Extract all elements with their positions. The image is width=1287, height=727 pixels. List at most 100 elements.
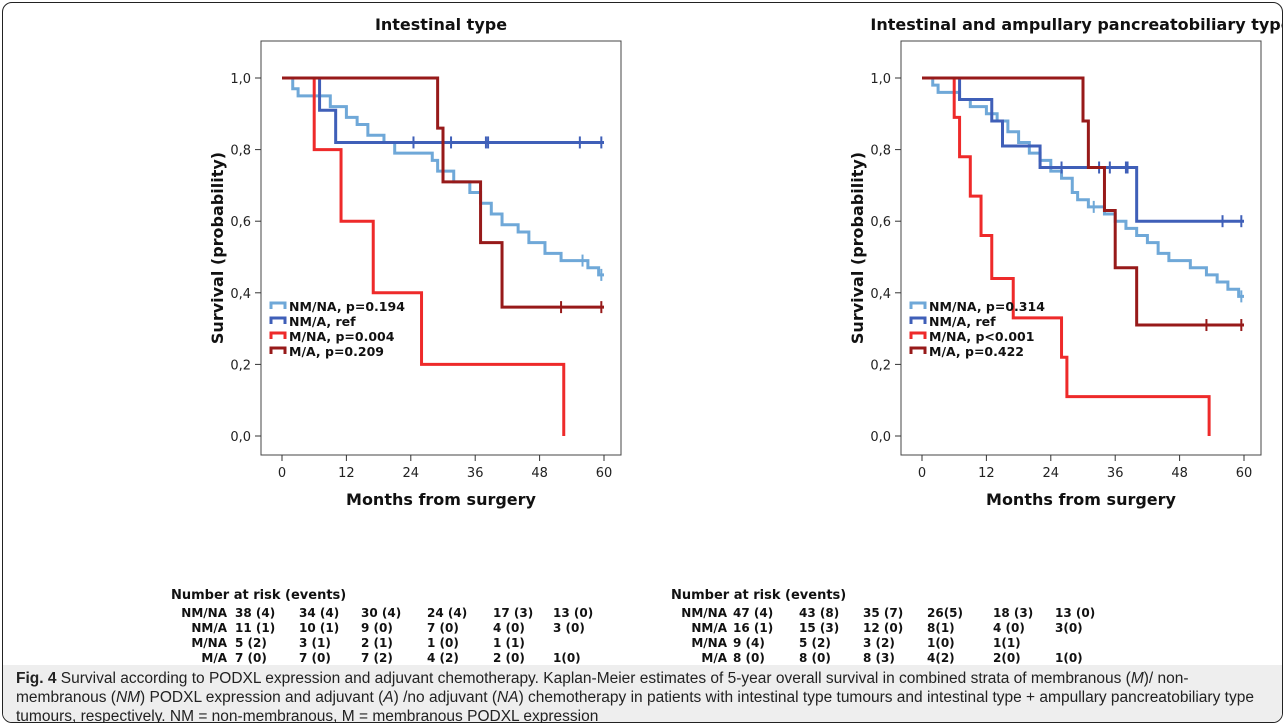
figure-caption: Fig. 4 Survival according to PODXL expre…	[3, 665, 1282, 723]
risk-table-intestinal: Number at risk (events) NM/NA 38 (4) 34 (4)…	[171, 588, 631, 666]
y-axis-label: Survival (probability)	[208, 152, 227, 344]
y-tick-label: 0,4	[870, 287, 891, 302]
figure-label: Fig. 4	[16, 670, 57, 687]
risk-cell: 8 (0)	[733, 651, 765, 665]
risk-row-label: NM/NA	[181, 606, 227, 620]
risk-cell: 1(0)	[553, 651, 581, 665]
risk-cell: 34 (4)	[299, 606, 340, 620]
risk-row-label: M/A	[701, 651, 727, 665]
y-tick-label: 0,2	[230, 358, 251, 373]
risk-cell: 9 (4)	[733, 636, 765, 650]
km-curve-m-a	[282, 76, 604, 309]
risk-row-label: NM/A	[191, 621, 227, 635]
chart-title: Intestinal and ampullary pancreatobiliar…	[870, 15, 1283, 34]
risk-table-intestinal-ampullary: Number at risk (events) NM/NA 47 (4) 43 (8)…	[671, 588, 1131, 666]
x-tick-label: 0	[278, 466, 286, 481]
km-curve-m-na	[922, 76, 1211, 436]
risk-cell: 5 (2)	[235, 636, 267, 650]
risk-cell: 8 (0)	[799, 651, 831, 665]
risk-cell: 3 (2)	[863, 636, 895, 650]
risk-cell: 1 (1)	[493, 636, 525, 650]
risk-cell: 8(1)	[927, 621, 955, 635]
risk-cell: 2 (1)	[361, 636, 393, 650]
legend-label: M/A, p=0.422	[929, 344, 1024, 359]
y-tick-label: 0,6	[870, 215, 891, 230]
risk-cell: 5 (2)	[799, 636, 831, 650]
x-tick-label: 12	[978, 466, 995, 481]
y-tick-label: 1,0	[230, 72, 251, 87]
risk-row: NM/NA 38 (4) 34 (4) 30 (4) 24 (4) 17 (3) 13 (0…	[171, 606, 631, 621]
risk-row: M/NA 9 (4) 5 (2) 3 (2) 1(0) 1(1)	[671, 636, 1131, 651]
legend-swatch	[269, 316, 287, 324]
x-axis-label: Months from surgery	[986, 490, 1177, 509]
legend-swatch	[909, 346, 927, 354]
risk-row-label: NM/A	[691, 621, 727, 635]
risk-cell: 15 (3)	[799, 621, 840, 635]
risk-cell: 4 (0)	[993, 621, 1025, 635]
risk-cell: 4 (2)	[427, 651, 459, 665]
legend-label: M/NA, p<0.001	[929, 329, 1034, 344]
caption-part: ) /no adjuvant (	[393, 689, 498, 706]
km-chart-intestinal: Intestinal type 0,0 0,2 0,4 0,6 0,8 1,0 0 12 24 36…	[208, 15, 622, 509]
caption-part: M	[1130, 670, 1144, 687]
risk-cell: 1 (0)	[427, 636, 459, 650]
risk-cell: 7 (0)	[427, 621, 459, 635]
risk-row-label: NM/NA	[681, 606, 727, 620]
risk-cell: 2(0)	[993, 651, 1021, 665]
risk-row: M/A 8 (0) 8 (0) 8 (3) 4(2) 2(0) 1(0)	[671, 651, 1131, 666]
x-tick-label: 36	[467, 466, 484, 481]
x-tick-label: 60	[596, 466, 613, 481]
y-axis-label: Survival (probability)	[848, 152, 867, 344]
y-tick-label: 0,4	[230, 287, 251, 302]
risk-row-label: M/NA	[191, 636, 227, 650]
y-tick-label: 0,0	[230, 430, 251, 445]
legend-label: M/A, p=0.209	[289, 344, 384, 359]
legend-swatch	[909, 331, 927, 339]
x-tick-label: 24	[1043, 466, 1060, 481]
risk-cell: 26(5)	[927, 606, 964, 620]
risk-cell: 3 (0)	[553, 621, 585, 635]
risk-cell: 7 (0)	[235, 651, 267, 665]
risk-cell: 13 (0)	[1055, 606, 1096, 620]
risk-row-label: M/A	[201, 651, 227, 665]
caption-part: ) PODXL expression and adjuvant (	[140, 689, 384, 706]
risk-cell: 1(1)	[993, 636, 1021, 650]
x-tick-label: 36	[1107, 466, 1124, 481]
y-tick-label: 0,8	[230, 144, 251, 159]
risk-cell: 4(2)	[927, 651, 955, 665]
risk-row: M/NA 5 (2) 3 (1) 2 (1) 1 (0) 1 (1)	[171, 636, 631, 651]
km-chart-intestinal-ampullary: Intestinal and ampullary pancreatobiliar…	[848, 15, 1283, 509]
km-curve-m-a	[922, 76, 1244, 327]
x-tick-label: 48	[531, 466, 548, 481]
x-tick-label: 12	[338, 466, 355, 481]
legend-swatch	[269, 301, 287, 309]
risk-row: NM/A 11 (1) 10 (1) 9 (0) 7 (0) 4 (0) 3 (0)	[171, 621, 631, 636]
risk-cell: 10 (1)	[299, 621, 340, 635]
legend-label: M/NA, p=0.004	[289, 329, 395, 344]
risk-cell: 12 (0)	[863, 621, 904, 635]
risk-cell: 11 (1)	[235, 621, 276, 635]
risk-table-title: Number at risk (events)	[671, 588, 847, 603]
risk-cell: 9 (0)	[361, 621, 393, 635]
y-tick-label: 0,8	[870, 144, 891, 159]
risk-cell: 43 (8)	[799, 606, 840, 620]
legend-swatch	[269, 331, 287, 339]
risk-cell: 24 (4)	[427, 606, 468, 620]
risk-cell: 7 (2)	[361, 651, 393, 665]
risk-cell: 13 (0)	[553, 606, 594, 620]
risk-row-label: M/NA	[691, 636, 727, 650]
risk-cell: 1(0)	[927, 636, 955, 650]
risk-cell: 1(0)	[1055, 651, 1083, 665]
risk-cell: 17 (3)	[493, 606, 534, 620]
risk-cell: 7 (0)	[299, 651, 331, 665]
legend-label: NM/A, ref	[289, 314, 356, 329]
km-curve-nm-na	[922, 76, 1244, 298]
risk-cell: 3(0)	[1055, 621, 1083, 635]
legend-swatch	[269, 346, 287, 354]
x-tick-label: 48	[1171, 466, 1188, 481]
y-tick-label: 0,2	[870, 358, 891, 373]
x-tick-label: 0	[918, 466, 926, 481]
km-curve-nm-a	[922, 76, 1244, 223]
caption-part: ) chemotherapy in patients with intestin…	[16, 689, 1254, 723]
